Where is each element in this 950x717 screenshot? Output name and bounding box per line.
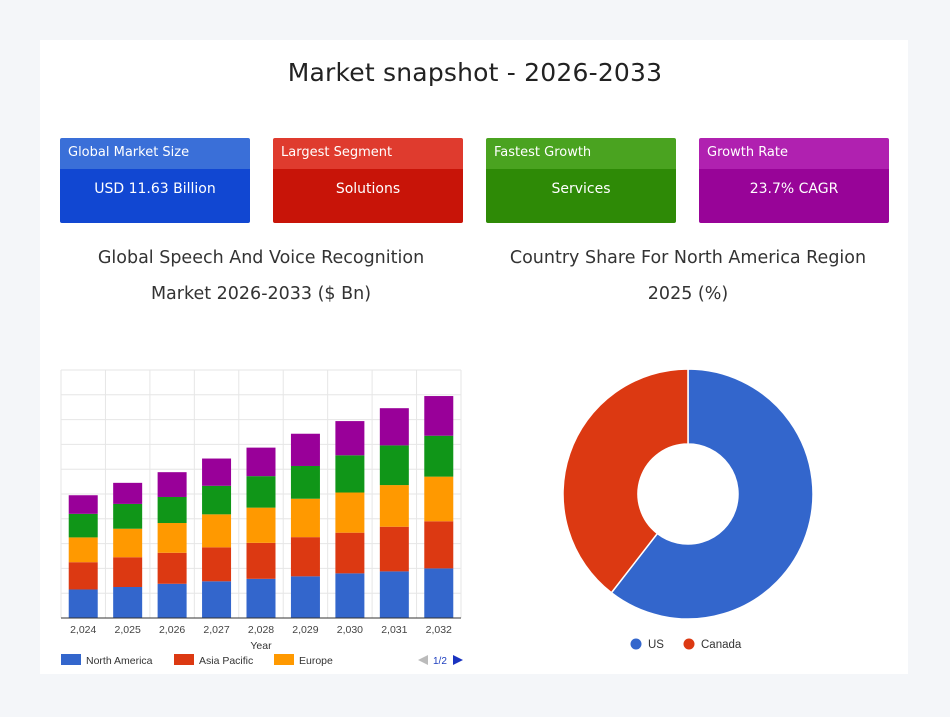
bar-segment <box>202 514 232 548</box>
bar-segment <box>246 507 276 543</box>
bar-segment <box>157 472 187 497</box>
stacked-bar-chart: 2,024 2,025 2,026 2,027 2,028 2,029 2,030 2,031… <box>60 369 463 667</box>
x-tick-label: 2,028 <box>248 624 274 636</box>
kpi-value: Solutions <box>273 169 463 223</box>
bar-segment <box>246 542 276 579</box>
kpi-largest-segment: Largest Segment Solutions <box>273 138 463 223</box>
donut-slice <box>610 368 814 620</box>
legend-dot <box>683 638 695 650</box>
bar-segment <box>424 476 454 522</box>
bar-segment <box>379 485 409 527</box>
bar-segment <box>157 583 187 618</box>
donut-chart-title-line2: 2025 (%) <box>647 284 729 304</box>
bar-segment <box>202 485 232 515</box>
bar-segment <box>157 496 187 524</box>
legend-swatch <box>174 654 194 665</box>
bar-segment <box>424 521 454 569</box>
legend-label: Canada <box>701 639 742 651</box>
x-tick-label: 2,029 <box>292 624 318 636</box>
bar-segment <box>113 503 143 529</box>
bar-segment <box>424 396 454 436</box>
bar-chart-title-line1: Global Speech And Voice Recognition <box>97 248 425 268</box>
bar-segment <box>246 476 276 508</box>
bar-segment <box>246 447 276 477</box>
donut-slice <box>562 368 689 594</box>
bar-segment <box>157 523 187 553</box>
bar-segment <box>335 455 365 493</box>
kpi-value: Services <box>486 169 676 223</box>
bar-segment <box>424 568 454 618</box>
bar-segment <box>335 492 365 533</box>
bar-segment <box>68 495 98 514</box>
legend-swatch <box>274 654 294 665</box>
bar-segment <box>113 587 143 618</box>
legend-swatch <box>61 654 81 665</box>
bar-segment <box>113 528 143 558</box>
x-tick-label: 2,027 <box>203 624 229 636</box>
kpi-label: Growth Rate <box>699 138 889 169</box>
bar-chart-title: Global Speech And Voice Recognition Mark… <box>61 240 461 312</box>
x-tick-label: 2,024 <box>70 624 96 636</box>
kpi-value: 23.7% CAGR <box>699 169 889 223</box>
kpi-value: USD 11.63 Billion <box>60 169 250 223</box>
bar-segment <box>379 526 409 572</box>
legend-label: US <box>648 639 664 651</box>
x-tick-label: 2,025 <box>115 624 141 636</box>
x-tick-label: 2,030 <box>337 624 363 636</box>
kpi-fastest-growth: Fastest Growth Services <box>486 138 676 223</box>
legend-label: North America <box>86 655 153 667</box>
bar-segment <box>202 581 232 618</box>
bar-segment <box>68 562 98 590</box>
x-tick-label: 2,026 <box>159 624 185 636</box>
bar-segment <box>290 433 320 466</box>
bar-chart-title-line2: Market 2026-2033 ($ Bn) <box>150 284 372 304</box>
bar-segment <box>68 513 98 538</box>
x-tick-label: 2,032 <box>426 624 452 636</box>
x-axis-label: Year <box>250 640 272 652</box>
bar-segment <box>335 532 365 574</box>
bar-segment <box>68 537 98 563</box>
legend-label: Europe <box>299 655 333 667</box>
page-title: Market snapshot - 2026-2033 <box>287 58 663 87</box>
bar-segment <box>290 537 320 577</box>
kpi-label: Largest Segment <box>273 138 463 169</box>
bar-segment <box>290 576 320 618</box>
donut-chart-title: Country Share For North America Region 2… <box>488 240 888 312</box>
donut-chart-title-line1: Country Share For North America Region <box>509 248 867 268</box>
legend-label: Asia Pacific <box>199 655 253 667</box>
bar-segment <box>246 578 276 618</box>
bar-segment <box>290 465 320 499</box>
legend-dot <box>630 638 642 650</box>
kpi-global-market-size: Global Market Size USD 11.63 Billion <box>60 138 250 223</box>
bar-segment <box>68 589 98 618</box>
kpi-growth-rate: Growth Rate 23.7% CAGR <box>699 138 889 223</box>
donut-chart: US Canada <box>562 368 814 651</box>
bar-segment <box>379 445 409 486</box>
bar-segment <box>379 571 409 618</box>
bar-segment <box>157 552 187 584</box>
bar-segment <box>113 482 143 504</box>
legend-prev-icon <box>418 655 428 665</box>
bar-segment <box>379 408 409 446</box>
bar-segment <box>335 573 365 618</box>
bar-segment <box>335 421 365 456</box>
bar-segment <box>113 557 143 587</box>
kpi-label: Fastest Growth <box>486 138 676 169</box>
bar-segment <box>290 498 320 538</box>
kpi-label: Global Market Size <box>60 138 250 169</box>
bar-segment <box>202 547 232 582</box>
legend-page-indicator: 1/2 <box>433 656 447 667</box>
bar-segment <box>424 435 454 477</box>
bar-segment <box>202 458 232 486</box>
legend-next-icon <box>453 655 463 665</box>
x-tick-label: 2,031 <box>381 624 407 636</box>
